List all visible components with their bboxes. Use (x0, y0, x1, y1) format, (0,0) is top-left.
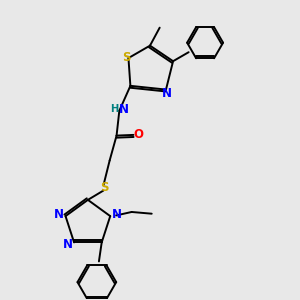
Text: O: O (133, 128, 143, 141)
Text: H: H (110, 104, 118, 114)
Text: S: S (100, 181, 109, 194)
Text: N: N (112, 208, 122, 221)
Text: N: N (162, 87, 172, 100)
Text: N: N (54, 208, 64, 221)
Text: N: N (118, 103, 128, 116)
Text: S: S (122, 51, 131, 64)
Text: N: N (63, 238, 73, 250)
